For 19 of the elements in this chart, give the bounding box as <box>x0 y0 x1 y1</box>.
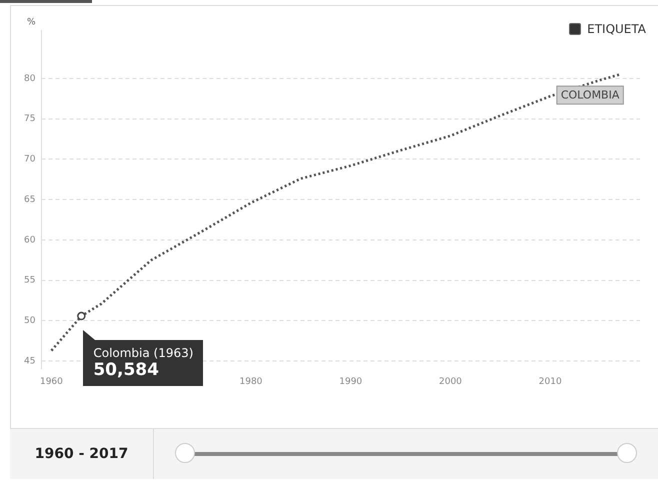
y-tick-label: 50 <box>24 316 36 326</box>
y-tick-label: 55 <box>24 276 36 286</box>
text: 1960 - 2017 <box>10 429 154 479</box>
y-tick-label: 65 <box>24 194 36 205</box>
annotation: Colombia (1963) <box>93 346 194 360</box>
y-tick-label: 45 <box>24 356 36 366</box>
y-tick-label: 70 <box>24 154 36 165</box>
x-tick-label: 1960 <box>40 376 64 387</box>
x-tick-label: 2000 <box>439 376 462 387</box>
x-tick-label: 1980 <box>239 376 263 387</box>
y-axis-title: % <box>27 17 36 28</box>
annotation: ETIQUETA <box>587 22 646 36</box>
annotation: 50,584 <box>93 360 160 380</box>
x-tick-label: 1990 <box>339 376 362 387</box>
y-tick-label: 80 <box>24 74 36 84</box>
x-tick-label: 2010 <box>538 376 562 387</box>
y-tick-label: 60 <box>24 235 36 246</box>
series-label: COLOMBIA <box>560 88 620 102</box>
y-tick-label: 75 <box>24 114 36 124</box>
